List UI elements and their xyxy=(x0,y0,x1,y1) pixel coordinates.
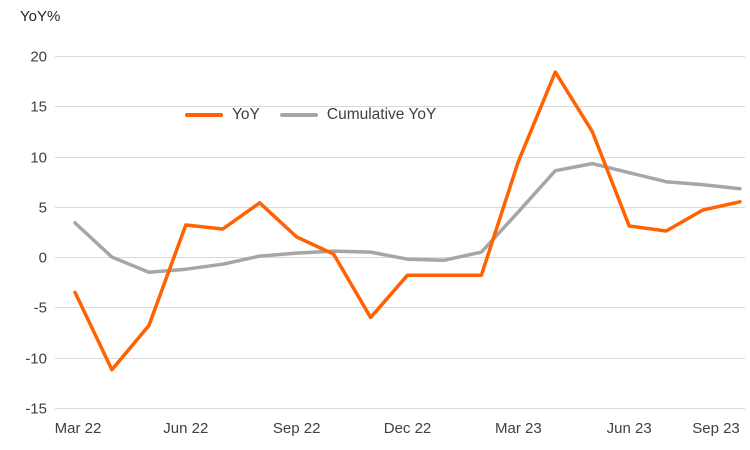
yoy-line-swatch-icon xyxy=(185,113,223,117)
legend-item-yoy: YoY xyxy=(185,106,260,124)
cumulative-yoy-line-swatch-icon xyxy=(279,113,318,117)
y-tick-label: 20 xyxy=(30,49,47,66)
x-tick-label: Sep 23 xyxy=(692,420,740,437)
x-tick-label: Sep 22 xyxy=(273,420,321,437)
y-tick-label: 5 xyxy=(39,200,47,217)
y-tick-label: -15 xyxy=(25,401,47,418)
yoy-line xyxy=(73,70,742,372)
yoy-legend-label: YoY xyxy=(232,106,260,123)
cumulative-yoy-legend-label: Cumulative YoY xyxy=(326,106,437,123)
legend-item-cumulative-yoy: Cumulative YoY xyxy=(279,106,437,124)
y-tick-label: 0 xyxy=(39,250,47,267)
x-tick-label: Dec 22 xyxy=(384,420,432,437)
cumulative-yoy-line xyxy=(73,161,742,274)
y-tick-label: 15 xyxy=(30,99,47,116)
y-tick-label: -5 xyxy=(34,300,47,317)
y-tick-label: -10 xyxy=(25,351,47,368)
y-axis-title: YoY% xyxy=(20,8,61,25)
chart-legend: YoY Cumulative YoY xyxy=(185,106,436,124)
x-tick-label: Jun 23 xyxy=(607,420,652,437)
y-tick-label: 10 xyxy=(30,150,47,167)
x-tick-label: Jun 22 xyxy=(163,420,208,437)
x-tick-label: Mar 23 xyxy=(495,420,542,437)
x-tick-label: Mar 22 xyxy=(55,420,102,437)
